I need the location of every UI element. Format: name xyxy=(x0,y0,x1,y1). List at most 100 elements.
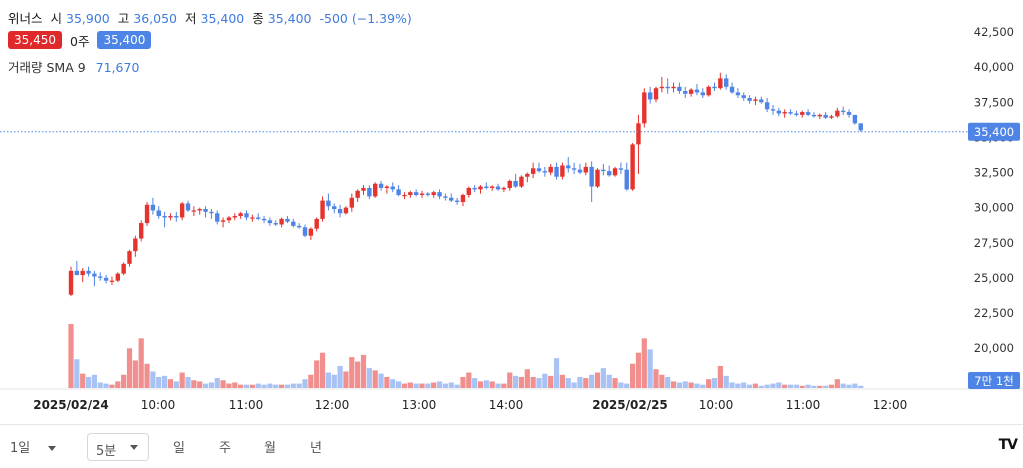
volume-bar xyxy=(747,384,753,388)
range-selector[interactable]: 1일 xyxy=(10,437,57,456)
volume-bar xyxy=(390,379,396,388)
volume-bar xyxy=(524,369,530,388)
volume-bar xyxy=(191,380,197,388)
candle-body xyxy=(384,186,390,188)
bid-price-badge: 35,400 xyxy=(97,31,152,49)
volume-bar xyxy=(670,381,677,388)
volume-bar xyxy=(799,385,805,388)
candle-body xyxy=(747,98,752,101)
candle-body xyxy=(109,280,115,282)
candle-body xyxy=(343,207,349,214)
volume-bar xyxy=(565,378,571,388)
volume-bar xyxy=(243,384,250,388)
volume-bar xyxy=(436,381,443,388)
candle-body xyxy=(647,92,653,100)
candle-body xyxy=(688,89,694,94)
volume-bar xyxy=(776,382,782,388)
candle-body xyxy=(197,209,202,211)
close-label: 종 xyxy=(252,11,264,26)
candle-body xyxy=(244,213,249,218)
candle-body xyxy=(367,187,372,197)
volume-bar xyxy=(507,372,513,388)
volume-bar xyxy=(115,381,121,388)
candle-body xyxy=(525,173,530,177)
candle-body xyxy=(174,216,179,218)
week-button[interactable]: 주 xyxy=(219,441,231,456)
candle-body xyxy=(302,227,308,236)
candle-body xyxy=(536,168,542,172)
candle-body xyxy=(829,116,834,118)
volume-bar xyxy=(419,383,425,388)
volume-bar xyxy=(337,365,343,388)
candle-body xyxy=(858,123,863,131)
candle-body xyxy=(712,86,717,89)
time-axis: 2025/02/24 10:00 11:00 12:00 13:00 14:00 2025/… xyxy=(33,398,907,412)
time-tick-label: 14:00 xyxy=(489,398,524,412)
open-value: 35,900 xyxy=(66,11,110,26)
candle-body xyxy=(390,186,395,190)
candle-body xyxy=(203,209,208,212)
volume-sma-value: 71,670 xyxy=(95,60,140,75)
volume-bar xyxy=(711,378,718,388)
volume-bar xyxy=(571,382,577,388)
volume-bar xyxy=(758,385,764,388)
candle-body xyxy=(168,216,173,218)
candle-body xyxy=(156,210,161,217)
time-tick-label: 2025/02/24 xyxy=(33,398,109,412)
volume-bar xyxy=(694,383,700,388)
day-button[interactable]: 일 xyxy=(173,441,185,456)
candle-body xyxy=(296,225,302,228)
candle-body xyxy=(121,263,126,274)
volume-bar xyxy=(717,365,723,388)
chevron-down-icon xyxy=(48,446,57,451)
candle-body xyxy=(86,270,91,274)
candle-body xyxy=(402,194,407,197)
current-price-markers: 35,400 7만 1천 xyxy=(0,122,1020,389)
candle-body xyxy=(443,196,448,198)
volume-bar xyxy=(466,372,472,388)
volume-bar xyxy=(349,357,355,388)
candle-body xyxy=(232,216,237,218)
volume-bar xyxy=(729,382,735,388)
interval-label: 5분 xyxy=(96,444,117,459)
interval-dropdown[interactable]: 5분 xyxy=(87,433,149,461)
volume-bar xyxy=(162,375,168,388)
volume-bar xyxy=(85,376,92,388)
month-button[interactable]: 월 xyxy=(264,441,276,456)
volume-bar xyxy=(735,383,741,388)
volume-bar xyxy=(91,374,97,388)
volume-bar xyxy=(144,363,150,388)
price-tick-label: 30,000 xyxy=(974,201,1014,215)
quote-header: 위너스 시 35,900 고 36,050 저 35,400 종 35,400 -500… xyxy=(8,8,416,27)
volume-bar xyxy=(208,382,214,388)
price-tick-label: 27,500 xyxy=(974,236,1014,250)
candle-body xyxy=(770,109,776,111)
year-button[interactable]: 년 xyxy=(310,441,322,456)
volume-bar xyxy=(138,338,144,388)
candle-body xyxy=(209,211,214,214)
volume-bar xyxy=(185,376,191,388)
candle-body xyxy=(279,218,284,225)
candle-body xyxy=(115,273,120,281)
candle-body xyxy=(425,193,431,195)
price-tick-label: 40,000 xyxy=(974,60,1014,74)
low-label: 저 xyxy=(185,11,197,26)
candle-body xyxy=(238,213,243,217)
candle-body xyxy=(554,166,559,177)
volume-bar xyxy=(302,379,308,388)
volume-bars xyxy=(68,324,864,388)
candle-body xyxy=(507,180,512,188)
time-tick-label: 12:00 xyxy=(315,398,350,412)
tradingview-logo[interactable]: TV xyxy=(998,437,1018,453)
volume-bar xyxy=(577,376,583,388)
candle-body xyxy=(355,190,360,198)
time-tick-label: 2025/02/25 xyxy=(592,398,668,412)
volume-bar xyxy=(284,384,291,388)
volume-bar xyxy=(852,383,858,388)
candle-body xyxy=(519,176,524,187)
high-label: 고 xyxy=(117,11,130,26)
price-chart[interactable]: 42,50040,00037,50035,00032,50030,00027,5… xyxy=(0,0,1023,424)
candle-body xyxy=(98,276,103,278)
time-tick-label: 10:00 xyxy=(699,398,734,412)
candle-body xyxy=(291,221,296,226)
